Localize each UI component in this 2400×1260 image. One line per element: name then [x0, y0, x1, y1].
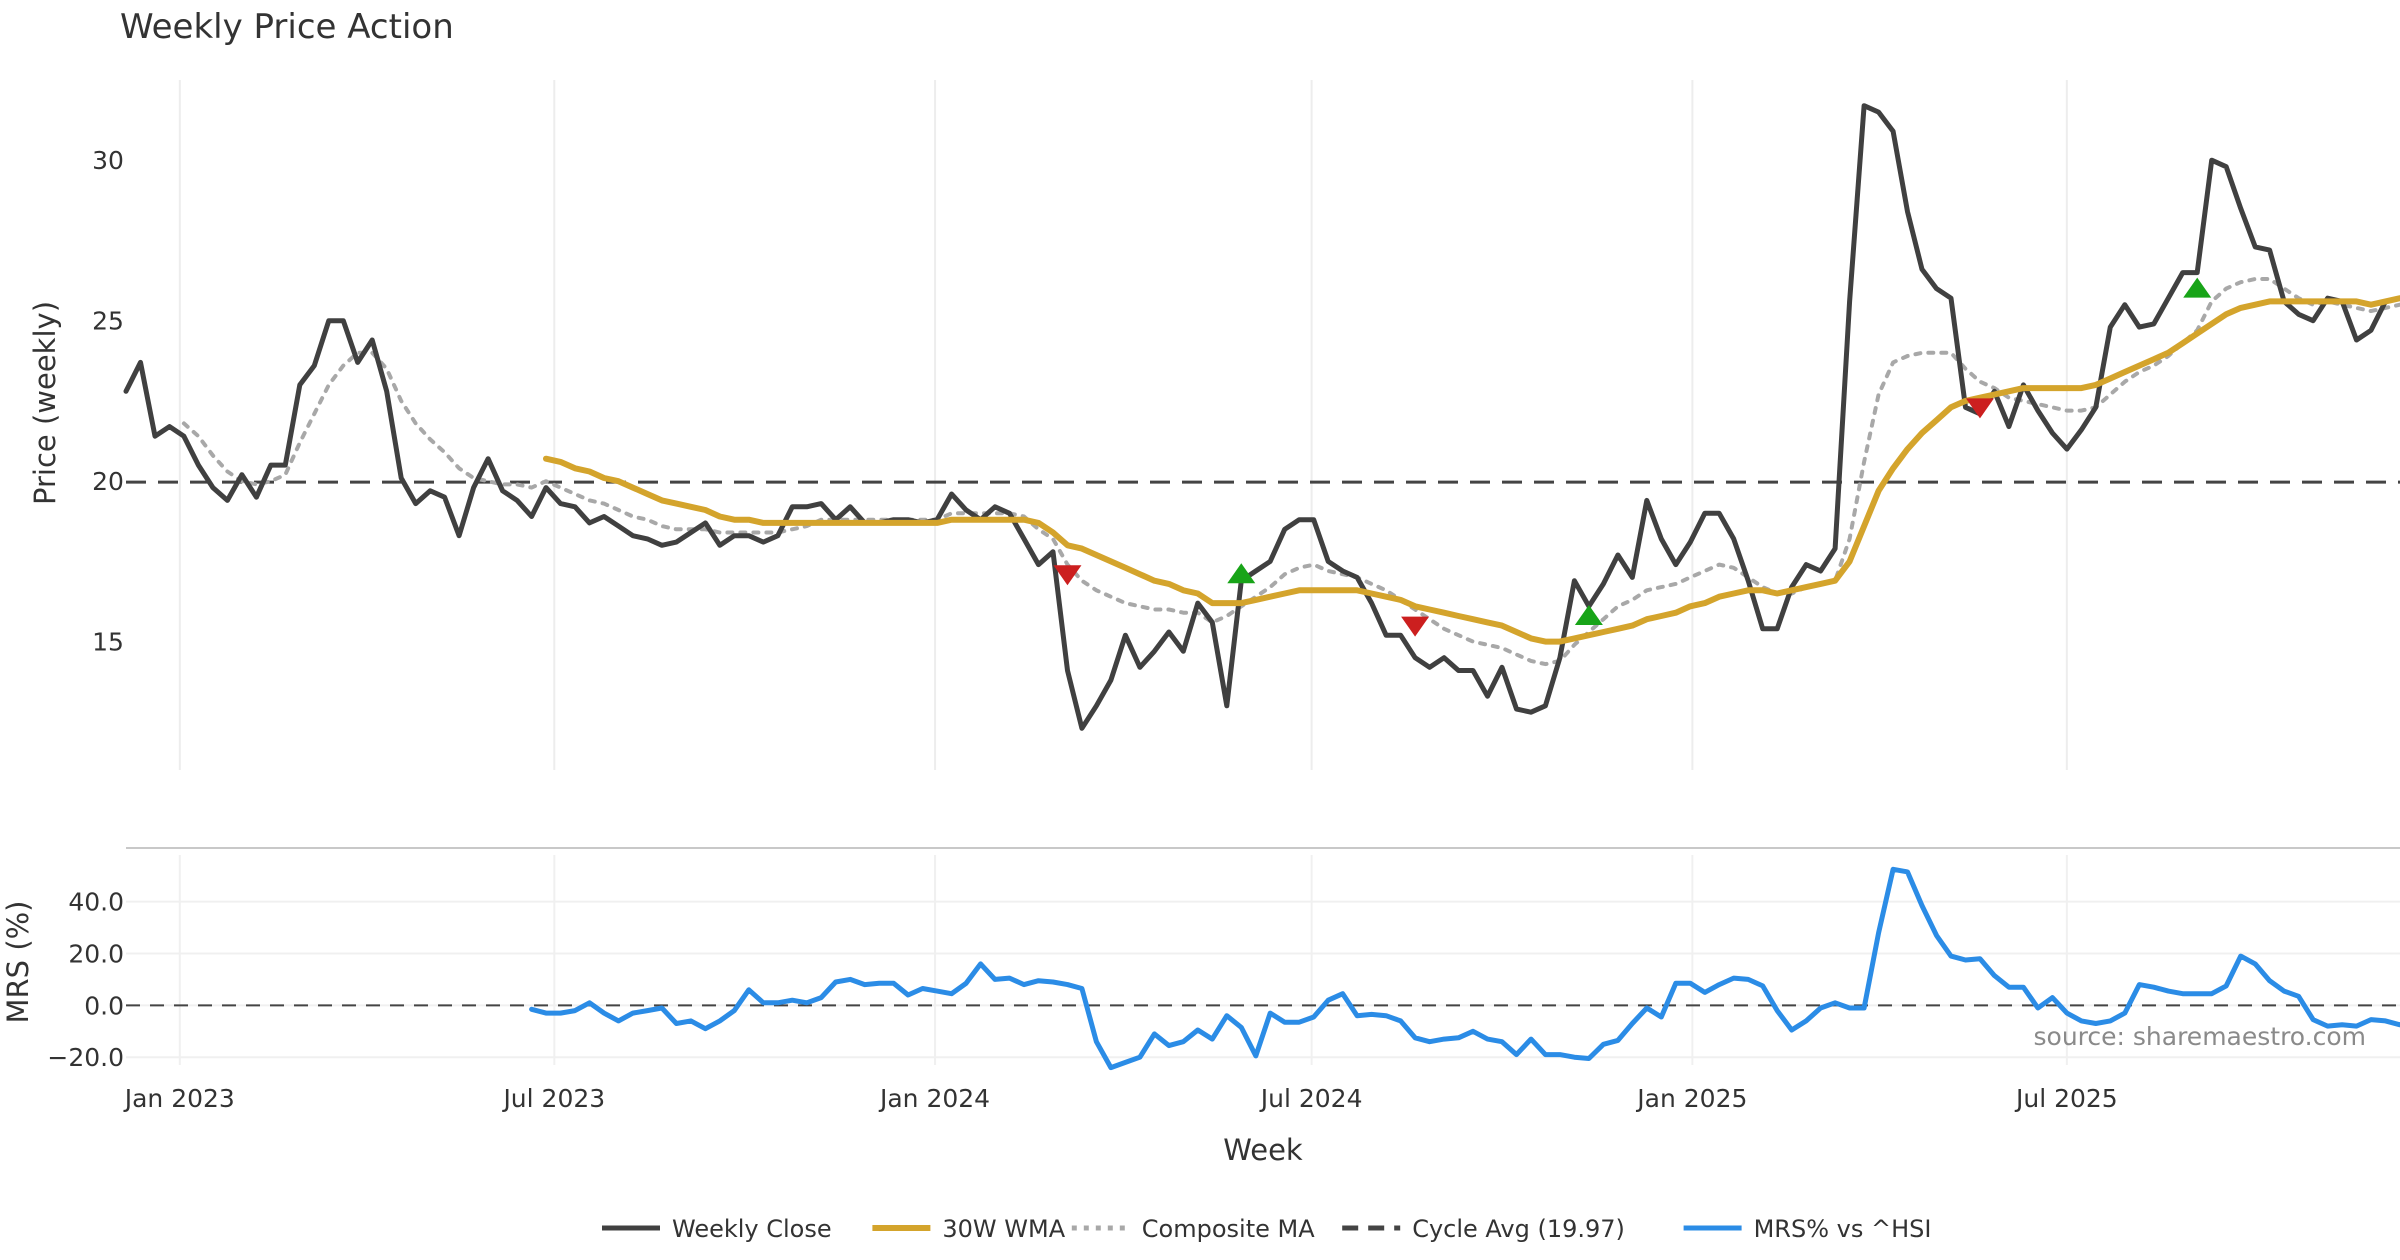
price-y-tick-label: 25 — [92, 307, 124, 336]
legend-label: 30W WMA — [942, 1215, 1065, 1243]
price-y-ticks: 15 20 25 30 — [92, 146, 124, 656]
x-ticks: Jan 2023 Jul 2023 Jan 2024 Jul 2024 Jan 2025… — [123, 1084, 2118, 1113]
legend-label: Composite MA — [1142, 1215, 1315, 1243]
x-tick-label: Jul 2023 — [501, 1084, 605, 1113]
mrs-y-tick-label: 40.0 — [68, 888, 124, 917]
legend: Weekly Close 30W WMA Composite MA Cycle Avg… — [602, 1215, 1931, 1243]
source-annotation: source: sharemaestro.com — [2034, 1022, 2367, 1051]
mrs-series-group — [529, 866, 2400, 1071]
wma-30w-line — [543, 295, 2400, 645]
mrs-y-tick-label: 0.0 — [84, 991, 124, 1020]
price-grid — [178, 80, 2068, 770]
legend-label: MRS% vs ^HSI — [1754, 1215, 1932, 1243]
mrs-y-tick-label: −20.0 — [47, 1043, 124, 1072]
x-axis-label: Week — [1223, 1133, 1303, 1167]
x-tick-label: Jan 2024 — [878, 1084, 990, 1113]
chart-title: Weekly Price Action — [120, 7, 454, 47]
buy-signal-marker — [2183, 277, 2212, 298]
mrs-y-tick-label: 20.0 — [68, 940, 124, 969]
price-y-tick-label: 15 — [92, 628, 124, 657]
sell-signal-marker — [1053, 565, 1082, 586]
buy-signal-marker — [1574, 604, 1603, 625]
mrs-line — [529, 866, 2400, 1071]
legend-label: Cycle Avg (19.97) — [1412, 1215, 1625, 1243]
buy-signal-marker — [1227, 563, 1256, 584]
mrs-y-ticks: 40.0 20.0 0.0 −20.0 — [47, 888, 124, 1073]
x-tick-label: Jan 2023 — [123, 1084, 235, 1113]
price-series-group — [123, 103, 2400, 731]
sell-signal-marker — [1965, 398, 1994, 419]
x-tick-label: Jan 2025 — [1635, 1084, 1747, 1113]
weekly-close-line — [123, 103, 2400, 731]
price-y-tick-label: 30 — [92, 146, 124, 175]
x-tick-label: Jul 2024 — [1259, 1084, 1363, 1113]
x-tick-label: Jul 2025 — [2014, 1084, 2118, 1113]
price-y-tick-label: 20 — [92, 467, 124, 496]
mrs-y-axis-label: MRS (%) — [1, 901, 35, 1024]
legend-label: Weekly Close — [672, 1215, 832, 1243]
sell-signal-marker — [1401, 616, 1430, 637]
price-y-axis-label: Price (weekly) — [28, 301, 62, 505]
signal-markers — [1053, 277, 2212, 637]
